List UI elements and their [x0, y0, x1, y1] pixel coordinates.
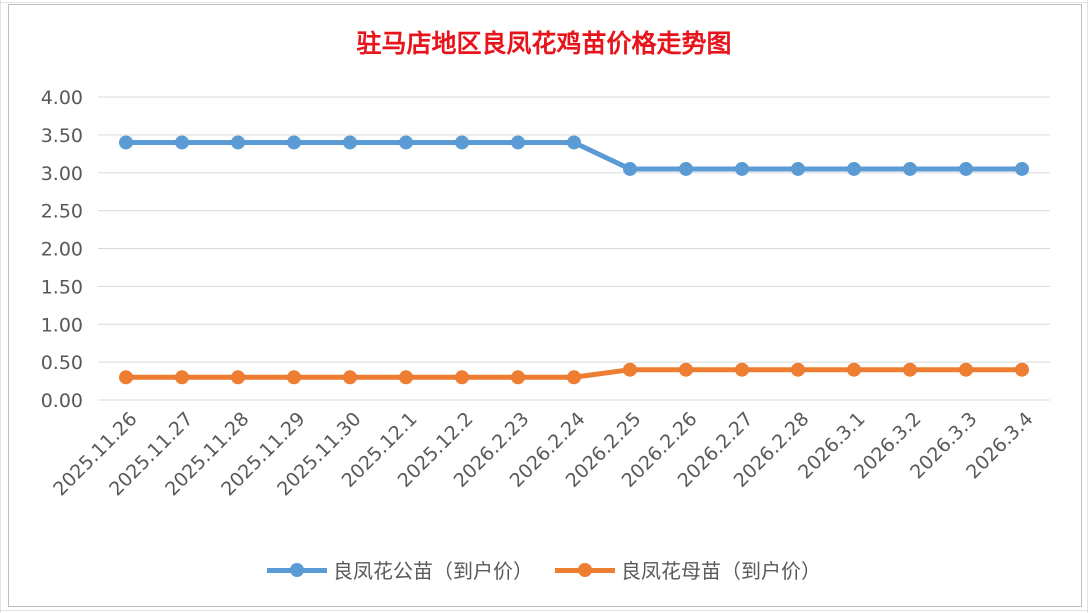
y-tick-label: 3.00 — [41, 163, 83, 185]
y-tick-label: 0.00 — [41, 390, 83, 412]
data-point-s0-10 — [679, 161, 693, 176]
data-point-s0-5 — [399, 135, 413, 150]
data-point-s0-14 — [903, 161, 917, 176]
data-point-s0-0 — [119, 135, 133, 150]
data-point-s1-12 — [791, 362, 805, 377]
y-tick-label: 3.50 — [41, 125, 83, 147]
legend-item-male[interactable]: 良凤花公苗（到户价） — [267, 555, 533, 584]
data-point-s0-7 — [511, 135, 525, 150]
legend: 良凤花公苗（到户价） 良凤花母苗（到户价） — [0, 555, 1088, 584]
data-point-s1-6 — [455, 370, 469, 385]
data-point-s0-11 — [735, 161, 749, 176]
data-point-s1-4 — [343, 370, 357, 385]
data-point-s1-8 — [567, 370, 581, 385]
data-point-s0-15 — [959, 161, 973, 176]
y-tick-label: 1.00 — [41, 314, 83, 336]
legend-swatch-female-icon — [555, 558, 615, 582]
sheet-gridline-v1 — [0, 0, 1, 613]
data-point-s1-16 — [1015, 362, 1029, 377]
legend-item-female[interactable]: 良凤花母苗（到户价） — [555, 555, 821, 584]
data-point-s1-1 — [175, 370, 189, 385]
y-tick-label: 4.00 — [41, 87, 83, 109]
legend-marker-male — [290, 562, 304, 577]
data-point-s0-16 — [1015, 161, 1029, 176]
legend-marker-female — [578, 562, 592, 577]
data-point-s0-8 — [567, 135, 581, 150]
data-point-s1-15 — [959, 362, 973, 377]
chart-area[interactable] — [8, 4, 1082, 607]
data-point-s0-13 — [847, 161, 861, 176]
data-point-s0-1 — [175, 135, 189, 150]
data-point-s1-14 — [903, 362, 917, 377]
data-point-s1-10 — [679, 362, 693, 377]
data-point-s0-4 — [343, 135, 357, 150]
y-tick-label: 2.50 — [41, 201, 83, 223]
data-point-s0-9 — [623, 161, 637, 176]
data-point-s1-3 — [287, 370, 301, 385]
legend-swatch-male-icon — [267, 558, 327, 582]
y-tick-label: 0.50 — [41, 352, 83, 374]
data-point-s1-5 — [399, 370, 413, 385]
data-point-s0-12 — [791, 161, 805, 176]
legend-label-male: 良凤花公苗（到户价） — [333, 559, 533, 583]
data-point-s0-3 — [287, 135, 301, 150]
chart-title: 驻马店地区良凤花鸡苗价格走势图 — [356, 29, 732, 58]
y-tick-label: 1.50 — [41, 276, 83, 298]
data-point-s1-7 — [511, 370, 525, 385]
sheet-gridline-h1 — [0, 2, 1088, 3]
data-point-s1-13 — [847, 362, 861, 377]
data-point-s1-11 — [735, 362, 749, 377]
y-tick-label: 2.00 — [41, 239, 83, 261]
data-point-s1-9 — [623, 362, 637, 377]
data-point-s1-2 — [231, 370, 245, 385]
legend-label-female: 良凤花母苗（到户价） — [621, 559, 821, 583]
data-point-s1-0 — [119, 370, 133, 385]
data-point-s0-6 — [455, 135, 469, 150]
sheet-gridline-h2 — [0, 610, 1088, 611]
data-point-s0-2 — [231, 135, 245, 150]
